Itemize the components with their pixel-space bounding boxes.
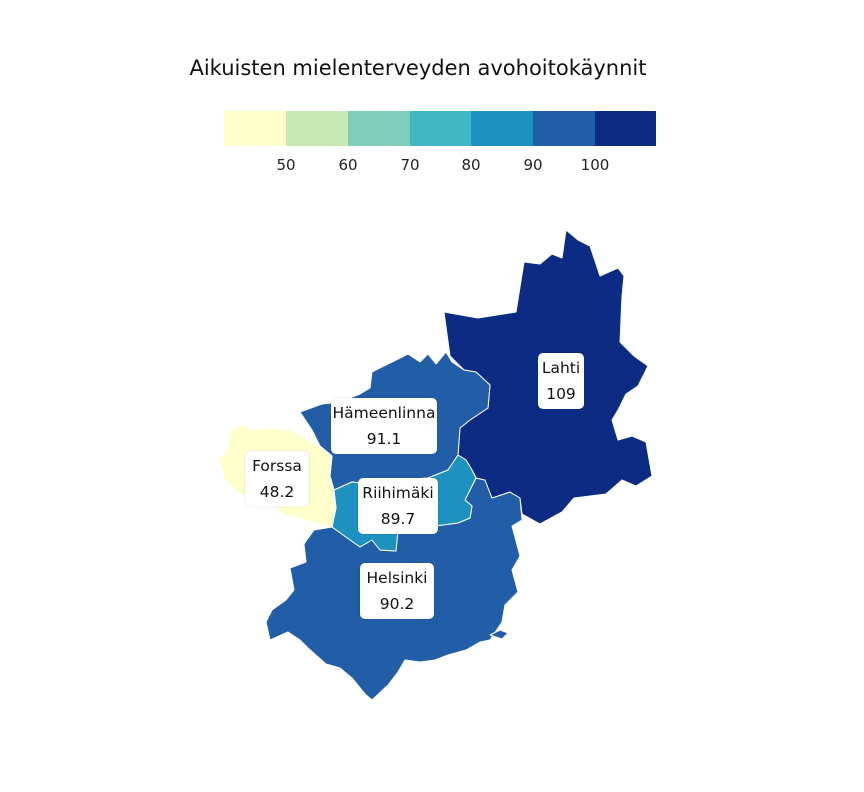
region-value: 89.7 xyxy=(380,510,416,528)
region-name: Hämeenlinna xyxy=(332,404,436,422)
region-name: Forssa xyxy=(252,457,302,475)
legend-swatch-5 xyxy=(471,111,533,146)
region-value: 90.2 xyxy=(379,595,415,613)
legend-tick-90: 90 xyxy=(523,156,543,174)
region-value: 109 xyxy=(546,385,576,403)
legend-tick-80: 80 xyxy=(461,156,481,174)
legend-swatch-2 xyxy=(286,111,348,146)
legend-swatch-6 xyxy=(533,111,595,146)
region-label-lahti: Lahti 109 xyxy=(538,353,584,409)
legend-swatch-7 xyxy=(595,111,656,146)
region-helsinki-island xyxy=(489,629,509,640)
map-title: Aikuisten mielenterveyden avohoitokäynni… xyxy=(189,56,647,80)
region-value: 91.1 xyxy=(366,430,402,448)
region-label-forssa: Forssa 48.2 xyxy=(245,451,309,507)
region-label-hameenlinna: Hämeenlinna 91.1 xyxy=(331,398,437,454)
region-name: Lahti xyxy=(541,359,581,377)
region-label-riihimaki: Riihimäki 89.7 xyxy=(358,478,438,534)
legend-tick-60: 60 xyxy=(338,156,358,174)
legend-tick-50: 50 xyxy=(276,156,296,174)
legend-tick-70: 70 xyxy=(400,156,420,174)
legend-swatch-3 xyxy=(348,111,410,146)
color-legend: 50 60 70 80 90 100 xyxy=(224,111,656,181)
legend-tick-100: 100 xyxy=(580,156,610,174)
legend-swatch-4 xyxy=(410,111,471,146)
legend-swatch-1 xyxy=(224,111,286,146)
region-value: 48.2 xyxy=(259,483,295,501)
region-name: Riihimäki xyxy=(362,484,434,502)
region-label-helsinki: Helsinki 90.2 xyxy=(360,563,434,619)
region-name: Helsinki xyxy=(366,569,428,587)
